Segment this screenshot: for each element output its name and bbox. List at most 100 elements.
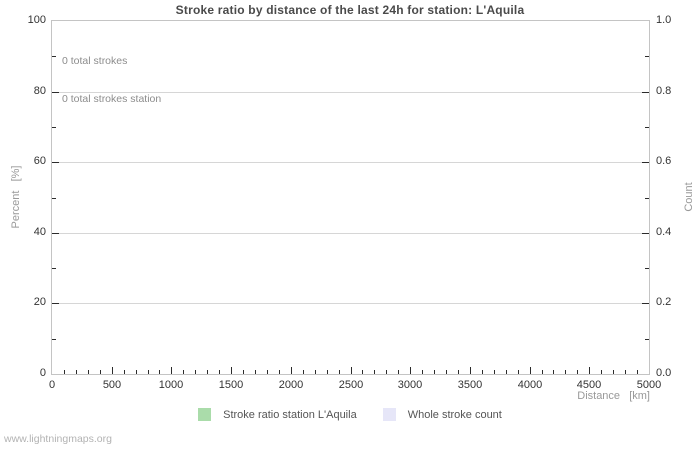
y-axis-tick: [642, 162, 649, 163]
x-axis-tick-label: 4500: [576, 379, 602, 391]
x-axis-tick: [530, 367, 531, 374]
legend-swatch-whole-stroke-count: [382, 408, 396, 421]
x-axis-tick: [159, 370, 160, 374]
x-axis-tick: [470, 367, 471, 374]
y-axis-tick: [52, 56, 56, 57]
x-axis-tick: [327, 370, 328, 374]
x-axis-tick: [136, 370, 137, 374]
x-axis-tick-label: 500: [102, 379, 122, 391]
x-axis-tick: [553, 370, 554, 374]
x-axis-tick: [171, 367, 172, 374]
plot-area: 0 total strokes 0 total strokes station: [51, 20, 650, 375]
x-axis-tick: [267, 370, 268, 374]
y-axis-tick: [52, 339, 56, 340]
y-axis-tick: [642, 303, 649, 304]
x-axis-tick: [291, 367, 292, 374]
y-axis-tick-label-right: 0.0: [656, 367, 672, 379]
x-axis-tick: [351, 367, 352, 374]
website-url: www.lightningmaps.org: [4, 433, 112, 445]
y-axis-tick: [52, 127, 56, 128]
x-axis-tick: [183, 370, 184, 374]
gridline: [52, 233, 649, 234]
y-axis-tick-label-left: 0: [39, 367, 46, 379]
x-axis-tick: [422, 370, 423, 374]
y-axis-tick: [645, 268, 649, 269]
y-axis-tick-label-left: 100: [27, 14, 46, 26]
x-axis-tick: [613, 370, 614, 374]
x-axis-tick: [410, 367, 411, 374]
y-axis-tick: [645, 339, 649, 340]
y-axis-tick: [645, 127, 649, 128]
gridline: [52, 92, 649, 93]
x-axis-tick-label: 1500: [218, 379, 244, 391]
legend-swatch-stroke-ratio: [198, 408, 212, 421]
x-axis-tick: [148, 370, 149, 374]
y-axis-tick: [52, 268, 56, 269]
x-axis-tick: [88, 370, 89, 374]
x-axis-tick: [494, 370, 495, 374]
y-axis-tick: [52, 303, 59, 304]
legend-label-stroke-ratio: Stroke ratio station L'Aquila: [223, 408, 357, 421]
x-axis-tick: [362, 370, 363, 374]
x-axis-tick: [64, 370, 65, 374]
x-axis-tick: [255, 370, 256, 374]
x-axis-tick-label: 1000: [158, 379, 184, 391]
gridline: [52, 162, 649, 163]
x-axis-tick: [124, 370, 125, 374]
x-axis-tick: [625, 370, 626, 374]
x-axis-tick: [446, 370, 447, 374]
y-axis-tick-label-left: 40: [33, 226, 46, 238]
x-axis-tick: [386, 370, 387, 374]
x-axis-tick-label: 3500: [457, 379, 483, 391]
y-axis-tick: [52, 92, 59, 93]
x-axis-tick: [207, 370, 208, 374]
x-axis-tick-label: 5000: [636, 379, 662, 391]
x-axis-tick: [506, 370, 507, 374]
x-axis-tick: [100, 370, 101, 374]
legend-label-whole-stroke-count: Whole stroke count: [407, 408, 502, 421]
y-axis-label-left: Percent [%]: [10, 165, 22, 229]
x-axis-tick: [589, 367, 590, 374]
annotation-total-strokes-station: 0 total strokes station: [62, 92, 162, 105]
x-axis-tick: [637, 370, 638, 374]
x-axis-tick: [76, 370, 77, 374]
x-axis-tick: [518, 370, 519, 374]
x-axis-label: Distance [km]: [577, 390, 650, 402]
x-axis-tick-label: 0: [48, 379, 56, 391]
x-axis-tick: [279, 370, 280, 374]
y-axis-tick: [52, 198, 56, 199]
y-axis-tick-label-right: 0.8: [656, 85, 672, 97]
x-axis-tick: [195, 370, 196, 374]
legend: Stroke ratio station L'Aquila Whole stro…: [0, 408, 700, 421]
x-axis-tick-label: 3000: [397, 379, 423, 391]
x-axis-tick: [577, 370, 578, 374]
y-axis-tick-label-right: 0.2: [656, 296, 672, 308]
x-axis-tick: [219, 370, 220, 374]
y-axis-tick: [52, 162, 59, 163]
x-axis-tick: [565, 370, 566, 374]
x-axis-tick-label: 4000: [517, 379, 543, 391]
y-axis-tick: [645, 198, 649, 199]
annotation-total-strokes: 0 total strokes: [62, 55, 128, 67]
x-axis-tick: [315, 370, 316, 374]
y-axis-tick: [642, 233, 649, 234]
y-axis-tick-label-right: 1.0: [656, 14, 672, 26]
y-axis-tick: [642, 92, 649, 93]
x-axis-tick: [458, 370, 459, 374]
x-axis-tick: [542, 370, 543, 374]
x-axis-tick: [482, 370, 483, 374]
y-axis-label-right: Count: [683, 182, 695, 212]
x-axis-tick-label: 2000: [278, 379, 304, 391]
x-axis-tick: [374, 370, 375, 374]
gridline: [52, 303, 649, 304]
y-axis-tick-label-right: 0.6: [656, 155, 672, 167]
x-axis-tick: [231, 367, 232, 374]
x-axis-tick: [339, 370, 340, 374]
y-axis-tick-label-left: 20: [33, 296, 46, 308]
y-axis-tick-label-left: 80: [33, 85, 46, 97]
x-axis-tick-label: 2500: [338, 379, 364, 391]
x-axis-tick: [112, 367, 113, 374]
x-axis-tick: [434, 370, 435, 374]
y-axis-tick-label-left: 60: [33, 155, 46, 167]
